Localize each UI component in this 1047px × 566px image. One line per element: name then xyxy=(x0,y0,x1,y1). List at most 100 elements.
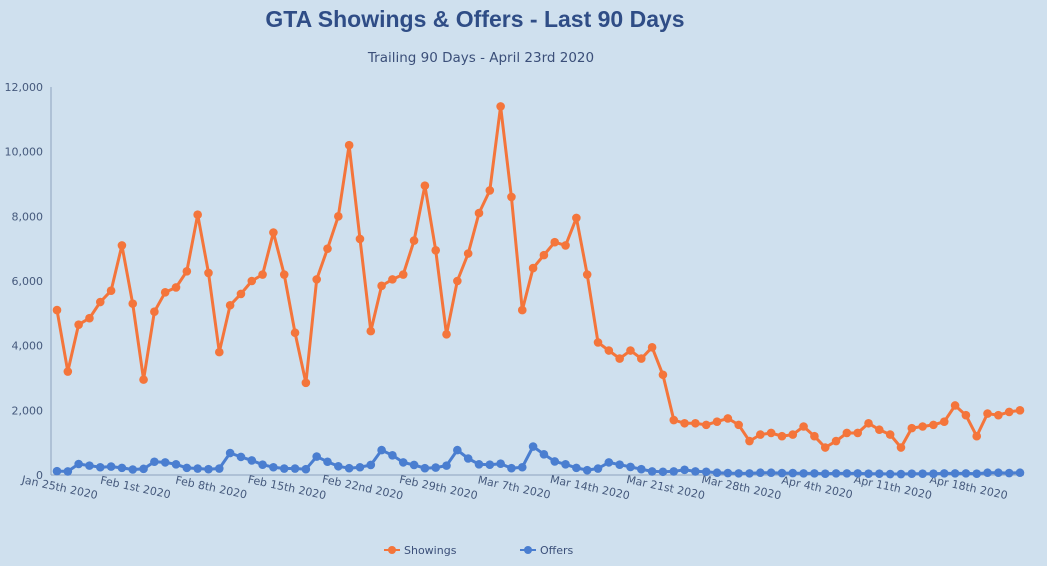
data-point-offers xyxy=(279,464,289,473)
data-point-offers xyxy=(182,463,192,473)
data-point-showings xyxy=(950,401,960,410)
data-point-offers xyxy=(85,461,94,470)
data-point-showings xyxy=(604,346,614,355)
data-point-showings xyxy=(312,275,321,284)
data-point-offers xyxy=(994,468,1003,478)
data-point-showings xyxy=(160,288,170,297)
data-point-showings xyxy=(377,281,386,291)
data-point-showings xyxy=(680,418,689,428)
data-point-offers xyxy=(582,465,592,475)
data-point-offers xyxy=(204,464,213,474)
x-tick-label: Feb 29th 2020 xyxy=(398,473,479,502)
data-point-offers xyxy=(539,450,549,459)
data-point-showings xyxy=(745,436,754,446)
data-point-showings xyxy=(972,431,982,441)
data-point-showings xyxy=(258,270,267,279)
legend-label-offers: Offers xyxy=(540,544,574,557)
data-point-showings xyxy=(150,307,159,317)
data-point-showings xyxy=(474,208,484,218)
data-point-offers xyxy=(691,467,700,476)
data-point-offers xyxy=(74,459,83,469)
data-point-offers xyxy=(139,464,148,474)
x-tick-label: Mar 21st 2020 xyxy=(625,473,706,502)
data-point-offers xyxy=(323,457,332,467)
data-point-showings xyxy=(301,378,311,388)
data-point-showings xyxy=(734,420,743,430)
data-point-offers xyxy=(896,469,906,479)
data-point-showings xyxy=(582,270,592,279)
data-point-showings xyxy=(593,338,603,347)
data-point-showings xyxy=(810,431,819,441)
y-tick-label: 6,000 xyxy=(12,275,44,288)
data-point-showings xyxy=(128,299,138,308)
data-point-showings xyxy=(1004,407,1014,417)
data-point-offers xyxy=(236,452,246,462)
y-tick-label: 0 xyxy=(36,469,43,482)
data-point-offers xyxy=(745,469,754,478)
data-point-showings xyxy=(831,436,841,446)
data-point-showings xyxy=(885,430,895,439)
data-point-showings xyxy=(139,375,148,384)
data-point-offers xyxy=(128,465,138,474)
data-point-offers xyxy=(474,460,484,469)
legend-marker-showings xyxy=(388,546,396,554)
data-point-offers xyxy=(712,468,722,478)
data-point-showings xyxy=(247,276,257,286)
data-point-showings xyxy=(1015,406,1025,415)
data-point-showings xyxy=(907,423,917,433)
x-tick-label: Mar 14th 2020 xyxy=(549,473,631,503)
data-point-showings xyxy=(626,346,635,355)
data-point-showings xyxy=(117,241,127,250)
data-point-offers xyxy=(453,445,462,455)
data-point-showings xyxy=(398,270,408,279)
data-point-showings xyxy=(355,234,365,244)
data-point-showings xyxy=(788,430,798,439)
data-point-offers xyxy=(756,468,765,478)
data-point-offers xyxy=(972,469,982,479)
data-point-offers xyxy=(701,467,711,477)
data-point-offers xyxy=(864,469,873,479)
data-point-offers xyxy=(366,460,376,470)
data-point-showings xyxy=(615,354,624,363)
chart-subtitle: Trailing 90 Days - April 23rd 2020 xyxy=(367,50,595,66)
data-point-offers xyxy=(918,469,927,479)
data-point-offers xyxy=(1015,468,1025,478)
data-point-showings xyxy=(496,102,505,111)
data-point-offers xyxy=(853,469,862,478)
data-point-offers xyxy=(636,464,646,474)
data-point-offers xyxy=(615,460,624,469)
data-point-showings xyxy=(929,420,938,430)
data-point-offers xyxy=(420,463,430,473)
data-point-showings xyxy=(52,305,62,315)
data-point-showings xyxy=(777,431,787,441)
data-point-offers xyxy=(496,459,505,468)
data-point-showings xyxy=(799,422,808,431)
data-point-offers xyxy=(193,464,202,473)
data-point-offers xyxy=(1004,468,1014,478)
data-point-offers xyxy=(550,457,560,466)
data-point-showings xyxy=(85,313,94,323)
data-point-showings xyxy=(193,210,202,220)
data-point-showings xyxy=(853,428,862,438)
data-point-showings xyxy=(701,420,711,430)
x-tick-label: Feb 15th 2020 xyxy=(247,473,328,502)
data-point-showings xyxy=(334,212,343,221)
data-point-offers xyxy=(150,457,159,467)
data-point-showings xyxy=(95,297,105,307)
data-point-offers xyxy=(507,463,516,473)
data-point-showings xyxy=(106,286,116,296)
data-point-showings xyxy=(409,236,419,245)
data-point-offers xyxy=(355,462,365,472)
data-point-offers xyxy=(269,462,278,472)
data-point-offers xyxy=(788,468,798,478)
data-point-offers xyxy=(669,467,679,476)
data-point-showings xyxy=(485,186,495,195)
y-tick-label: 8,000 xyxy=(12,210,44,223)
data-point-offers xyxy=(766,468,776,478)
data-point-offers xyxy=(95,462,105,472)
data-point-offers xyxy=(334,461,343,471)
data-point-showings xyxy=(636,354,646,363)
data-point-offers xyxy=(160,458,170,467)
